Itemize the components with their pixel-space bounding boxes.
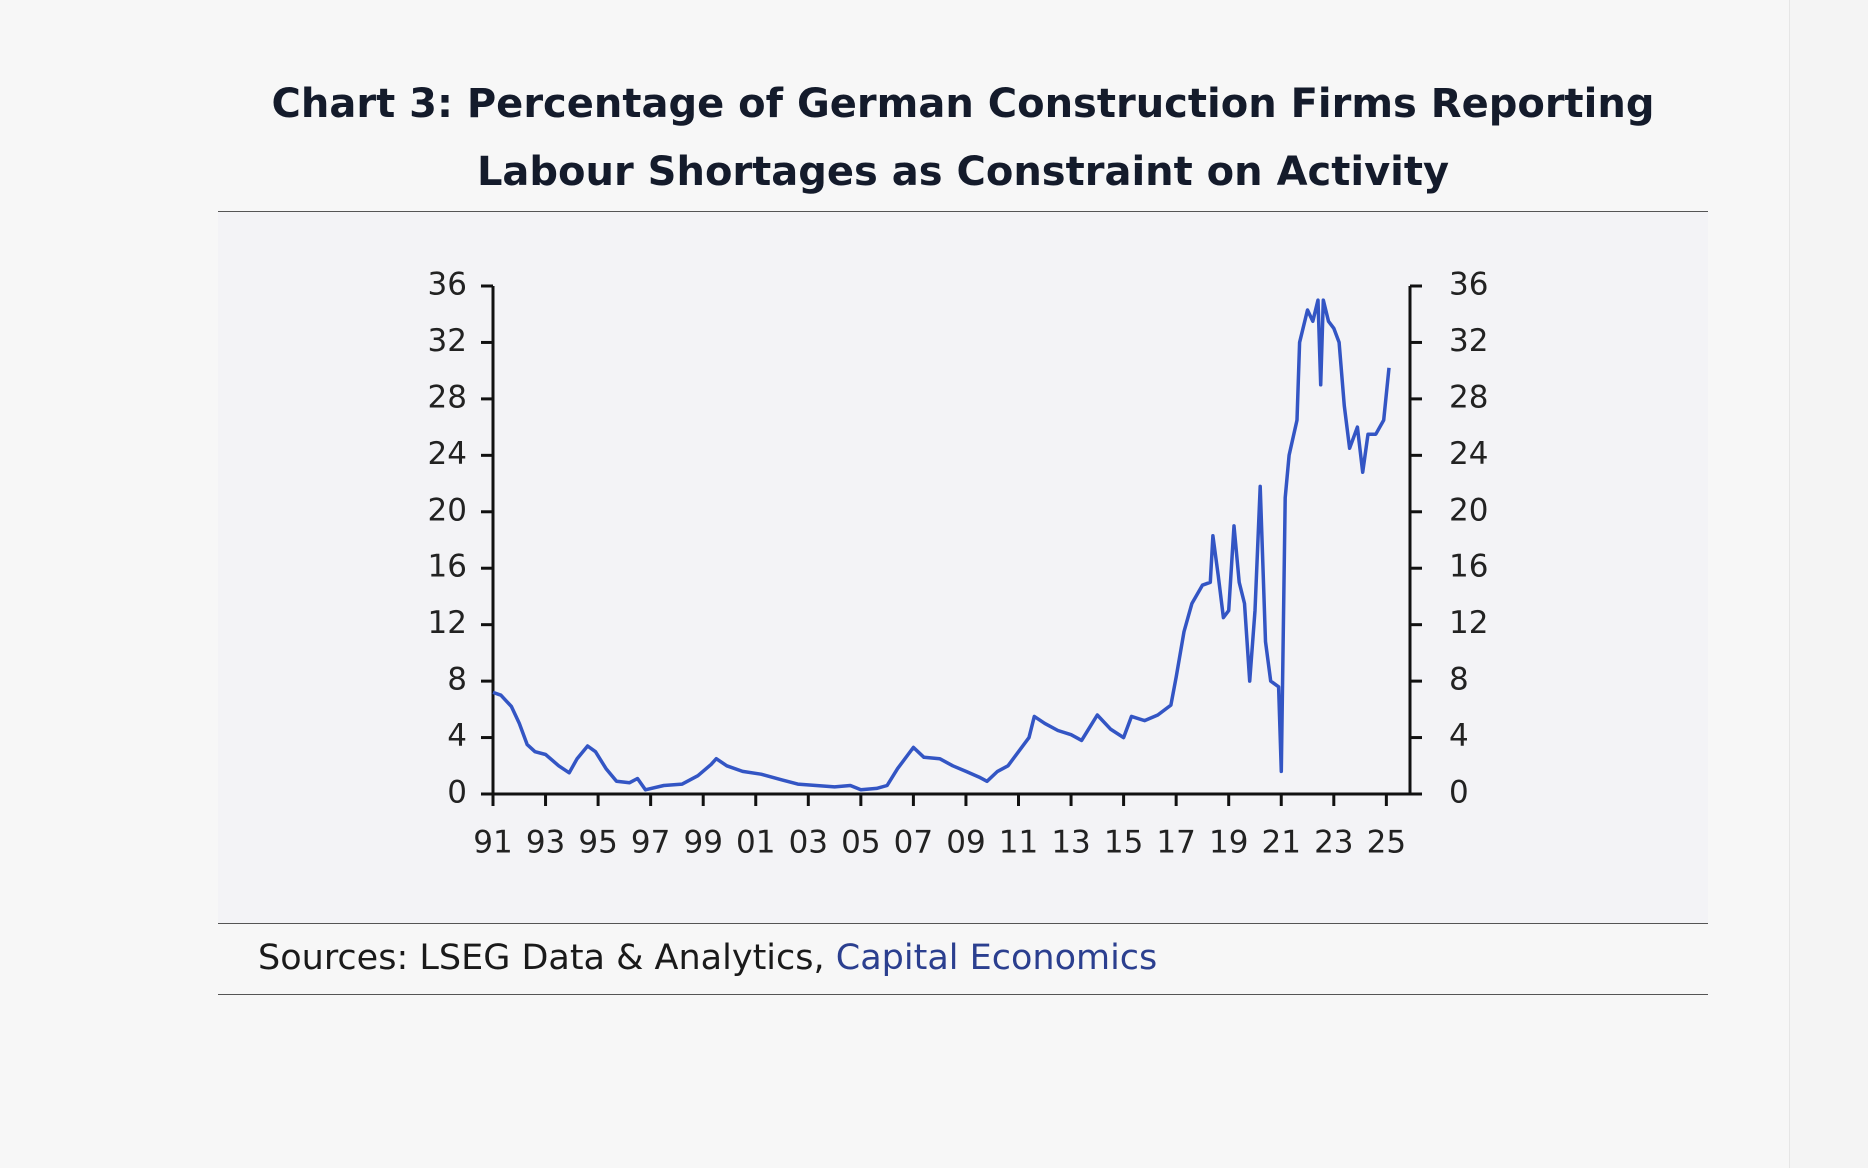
x-tick-label: 01 [736, 825, 775, 861]
x-tick-label: 07 [894, 825, 933, 861]
y-tick-label: 12 [428, 605, 467, 641]
y2-tick-label: 24 [1449, 436, 1488, 472]
data-line [492, 298, 1391, 792]
x-tick-label: 95 [578, 825, 617, 861]
source-link[interactable]: Capital Economics [835, 938, 1158, 978]
y-tick-label: 28 [428, 379, 467, 415]
x-tick-label: 13 [1051, 825, 1090, 861]
y-tick-label: 36 [428, 267, 467, 303]
x-tick-label: 09 [946, 825, 985, 861]
scrollbar-strip [1789, 0, 1868, 1168]
x-tick-label: 21 [1262, 825, 1301, 861]
x-tick-label: 05 [841, 825, 880, 861]
x-tick-label: 99 [683, 825, 722, 861]
y2-tick-label: 0 [1449, 775, 1469, 811]
x-tick-label: 25 [1367, 825, 1406, 861]
y-tick-label: 8 [447, 662, 467, 698]
y2-tick-label: 8 [1449, 662, 1469, 698]
x-tick-label: 91 [473, 825, 512, 861]
source-text: Sources: LSEG Data & Analytics, [258, 938, 825, 978]
y2-tick-label: 20 [1449, 492, 1488, 528]
y-tick-label: 4 [447, 718, 467, 754]
y2-tick-label: 12 [1449, 605, 1488, 641]
x-tick-label: 11 [999, 825, 1038, 861]
sources: Sources: LSEG Data & Analytics, Capital … [218, 923, 1708, 995]
chart-panel [218, 211, 1708, 924]
x-tick-label: 97 [631, 825, 670, 861]
y-tick-label: 24 [428, 436, 467, 472]
y-tick-label: 0 [447, 775, 467, 811]
x-tick-label: 93 [526, 825, 565, 861]
x-tick-label: 17 [1156, 825, 1195, 861]
y2-tick-label: 16 [1449, 549, 1488, 585]
x-tick-label: 03 [789, 825, 828, 861]
chart-title: Chart 3: Percentage of German Constructi… [271, 81, 1655, 195]
y2-tick-label: 36 [1449, 267, 1488, 303]
y-tick-label: 16 [428, 549, 467, 585]
x-tick-label: 23 [1314, 825, 1353, 861]
x-tick-label: 15 [1104, 825, 1143, 861]
x-tick-label: 19 [1209, 825, 1248, 861]
y-tick-label: 20 [428, 492, 467, 528]
y-tick-label: 32 [428, 323, 467, 359]
y2-tick-label: 28 [1449, 379, 1488, 415]
y2-tick-label: 32 [1449, 323, 1488, 359]
y2-tick-label: 4 [1449, 718, 1469, 754]
